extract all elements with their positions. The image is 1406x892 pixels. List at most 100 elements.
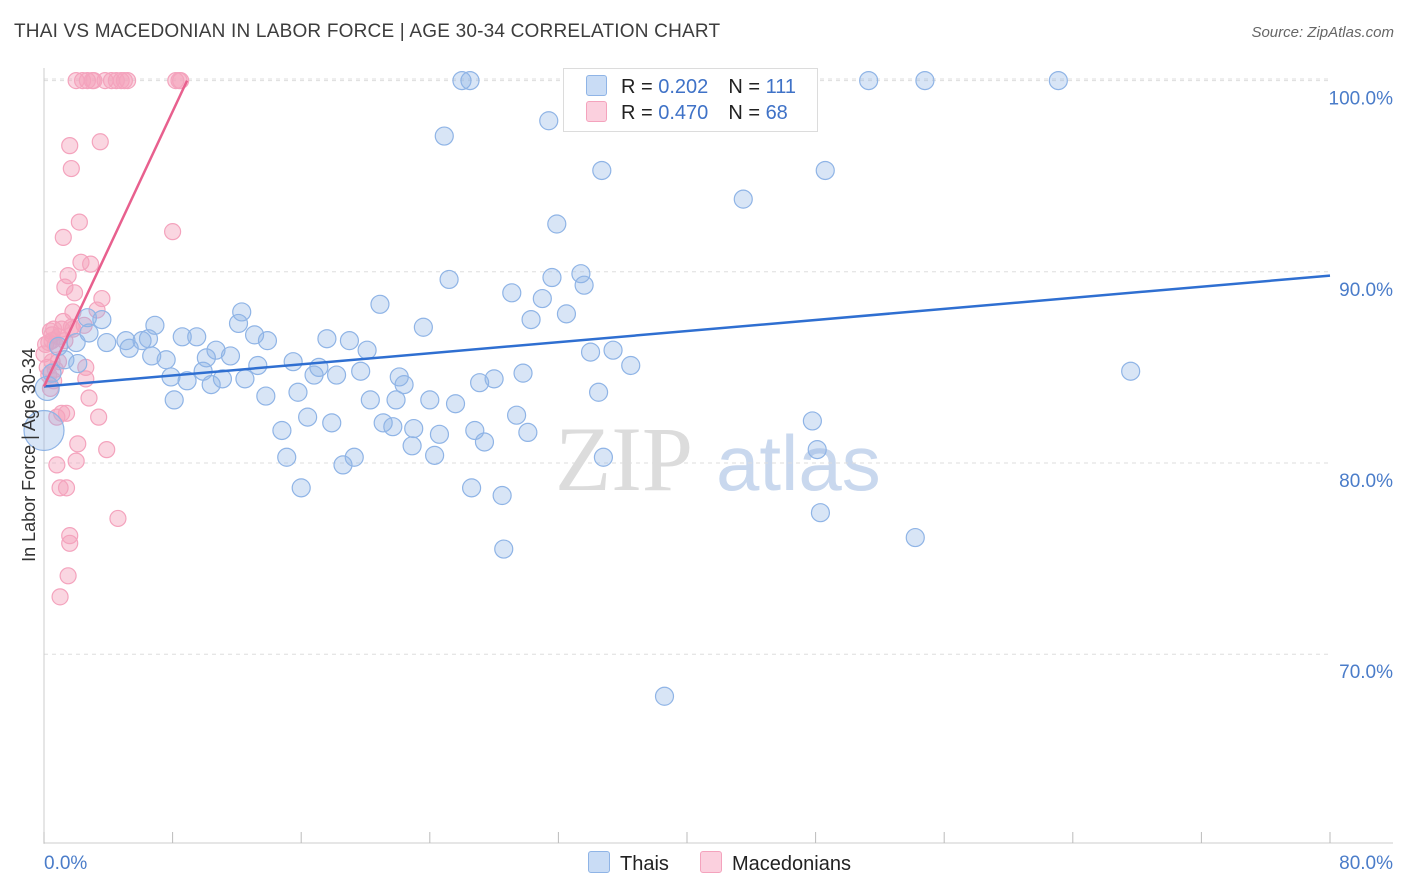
thais-point	[291, 478, 311, 498]
thais-point	[322, 413, 342, 433]
thais-point	[905, 527, 925, 548]
macedonians-points	[35, 71, 190, 606]
thais-trend-line	[43, 274, 1331, 388]
thais-point	[574, 275, 594, 295]
thais-point	[580, 342, 601, 362]
thais-points	[23, 70, 1141, 706]
thais-point	[402, 436, 422, 456]
correlation-legend: R = 0.202 N = 111 R = 0.470 N = 68	[563, 68, 818, 132]
thais-point	[206, 340, 226, 360]
macedonians-point	[57, 404, 76, 422]
thais-point	[815, 160, 835, 181]
thais-point	[484, 369, 504, 389]
thais-point	[394, 375, 414, 395]
thais-point	[142, 346, 162, 366]
thais-point	[339, 331, 360, 351]
x-tick-label: 0.0%	[44, 853, 87, 874]
thais-point	[272, 420, 292, 441]
thais-point	[77, 308, 98, 328]
macedonians-point	[59, 567, 77, 585]
macedonians-point	[98, 441, 116, 459]
legend-item-thais[interactable]: Thais	[588, 851, 669, 876]
thais-point	[445, 394, 466, 414]
macedonians-point	[118, 71, 137, 90]
thais-point	[859, 70, 879, 91]
y-tick-label: 80.0%	[1339, 471, 1393, 492]
thais-point	[494, 539, 514, 559]
thais-point	[547, 214, 567, 234]
thais-point	[518, 422, 538, 443]
macedonians-legend-label: Macedonians	[732, 853, 851, 875]
x-tick-label: 80.0%	[1339, 853, 1393, 874]
thais-n-label: N =	[728, 76, 766, 98]
thais-point	[413, 317, 433, 337]
thais-point	[288, 382, 308, 402]
thais-point	[532, 288, 552, 309]
thais-point	[429, 424, 450, 444]
macedonians-point	[51, 479, 69, 497]
thais-point	[404, 418, 424, 439]
source-label: Source: ZipAtlas.com	[1251, 24, 1394, 41]
thais-r-value: 0.202	[658, 76, 709, 98]
thais-point	[344, 447, 364, 467]
macedonians-point	[67, 452, 85, 470]
thais-point	[1121, 361, 1141, 381]
thais-point	[201, 375, 221, 395]
thais-point	[97, 332, 117, 353]
thais-point	[1048, 70, 1068, 91]
thais-point	[228, 313, 249, 334]
thais-point	[177, 371, 197, 391]
thais-point	[915, 70, 935, 91]
axis-labels: 70.0% 80.0% 90.0% 100.0% 0.0% 80.0% In Labor F…	[19, 89, 1393, 874]
thais-point	[434, 126, 454, 146]
thais-point	[733, 189, 753, 209]
thais-point	[298, 407, 318, 427]
thais-point	[256, 386, 276, 406]
thais-legend-swatch	[588, 851, 610, 873]
thais-point	[351, 361, 371, 381]
y-tick-label: 100.0%	[1329, 89, 1394, 110]
thais-point	[360, 390, 380, 410]
thais-point	[556, 304, 577, 324]
macedonians-point	[69, 435, 87, 453]
thais-point	[326, 365, 347, 385]
thais-point	[810, 503, 831, 523]
thais-point	[283, 352, 303, 372]
macedonians-point	[54, 228, 72, 246]
thais-point	[539, 111, 559, 131]
watermark-zip: ZIP	[555, 408, 693, 510]
macedonians-point	[93, 289, 111, 308]
y-tick-label: 70.0%	[1339, 662, 1393, 683]
thais-point	[220, 346, 241, 366]
thais-point	[383, 417, 403, 437]
thais-point	[196, 348, 216, 368]
legend-row-thais: R = 0.202 N = 111	[586, 75, 796, 101]
macedonians-trend-line	[42, 80, 189, 388]
legend-row-macedonians: R = 0.470 N = 68	[586, 101, 788, 127]
thais-point	[164, 390, 184, 410]
thais-point	[357, 340, 377, 360]
macedonians-r-value: 0.470	[658, 102, 709, 124]
thais-point	[513, 363, 533, 383]
y-tick-label: 90.0%	[1339, 280, 1393, 301]
thais-point	[502, 283, 522, 303]
y-axis-label: In Labor Force | Age 30-34	[19, 348, 39, 562]
thais-point	[621, 355, 641, 376]
macedonians-n-value: 68	[765, 102, 788, 124]
thais-point	[802, 411, 822, 431]
thais-point	[156, 350, 176, 370]
legend-item-macedonians[interactable]: Macedonians	[700, 851, 851, 876]
macedonians-swatch	[586, 101, 607, 122]
thais-point	[79, 323, 99, 343]
macedonians-n-label: N =	[728, 102, 766, 124]
thais-point	[68, 353, 88, 374]
thais-swatch	[586, 75, 607, 96]
thais-point	[172, 327, 192, 347]
thais-point	[474, 432, 495, 452]
trend-lines	[42, 80, 1331, 388]
thais-point	[420, 390, 440, 410]
thais-point	[507, 405, 527, 425]
thais-point	[592, 160, 612, 181]
thais-point	[92, 310, 112, 330]
macedonians-r-label: R =	[621, 102, 659, 124]
